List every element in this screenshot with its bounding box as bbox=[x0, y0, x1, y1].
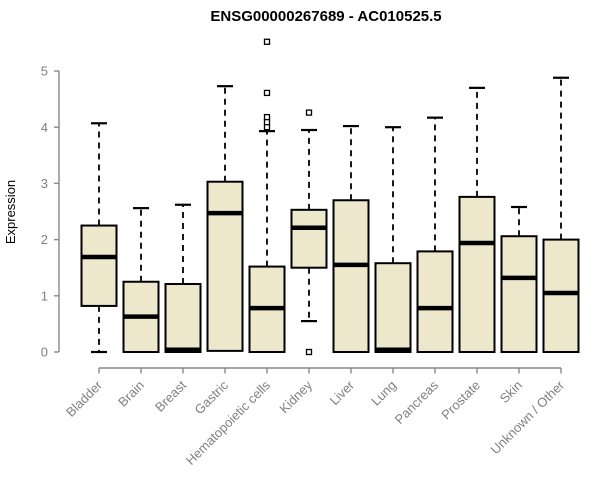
box-kidney bbox=[290, 208, 328, 269]
box-lung bbox=[374, 262, 412, 354]
outlier-hematopoietic-cells bbox=[263, 118, 271, 126]
x-tick-label: Skin bbox=[497, 378, 525, 406]
box-bladder bbox=[80, 224, 118, 307]
box-gastric bbox=[206, 180, 244, 352]
y-axis-label: Expression bbox=[3, 180, 18, 244]
outlier-hematopoietic-cells bbox=[263, 124, 271, 131]
outlier-hematopoietic-cells bbox=[263, 38, 271, 45]
x-tick-label: Kidney bbox=[276, 377, 315, 416]
x-tick-label: Gastric bbox=[191, 377, 231, 417]
box-prostate bbox=[458, 195, 496, 353]
y-tick-label: 5 bbox=[41, 64, 48, 79]
box-pancreas bbox=[416, 250, 454, 353]
x-tick-label: Brain bbox=[115, 378, 147, 410]
box-skin bbox=[500, 235, 538, 353]
y-tick-label: 1 bbox=[41, 288, 48, 303]
outlier-kidney bbox=[305, 109, 313, 116]
y-tick-label: 3 bbox=[41, 176, 48, 191]
outlier-kidney bbox=[305, 348, 313, 356]
box-breast bbox=[164, 282, 202, 353]
x-tick-label: Pancreas bbox=[392, 377, 442, 427]
box-unknown-other bbox=[542, 238, 580, 354]
y-tick-label: 2 bbox=[41, 232, 48, 247]
y-tick-label: 0 bbox=[41, 345, 48, 360]
x-tick-label: Unknown / Other bbox=[488, 377, 568, 457]
box-liver bbox=[332, 199, 370, 353]
x-tick-label: Bladder bbox=[63, 377, 106, 420]
x-tick-label: Prostate bbox=[438, 378, 483, 423]
outlier-hematopoietic-cells bbox=[263, 89, 271, 97]
outlier-hematopoietic-cells bbox=[263, 113, 271, 121]
x-tick-label: Lung bbox=[368, 378, 399, 409]
y-tick-label: 4 bbox=[41, 120, 48, 135]
chart-title: ENSG00000267689 - AC010525.5 bbox=[210, 8, 441, 25]
x-tick-label: Breast bbox=[152, 377, 189, 414]
x-tick-label: Liver bbox=[327, 377, 358, 408]
